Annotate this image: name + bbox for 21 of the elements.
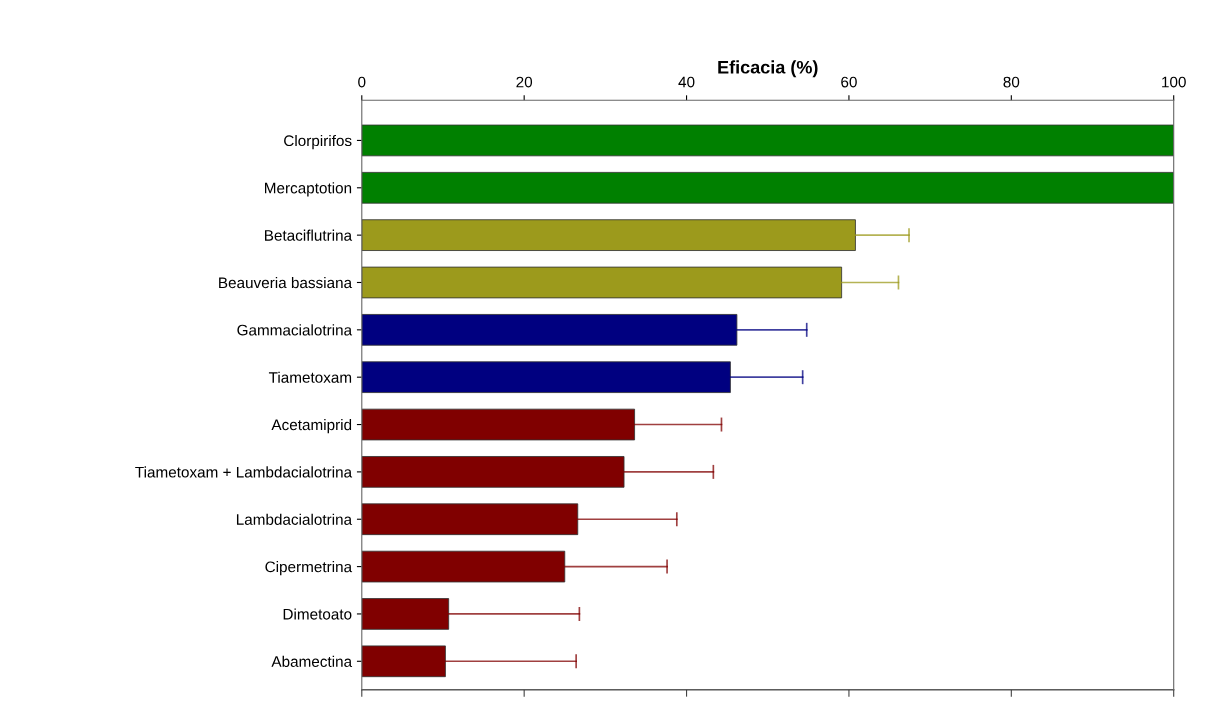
y-tick-label: Lambdacialotrina [236, 513, 353, 525]
y-tick-label: Beauveria bassiana [219, 276, 353, 289]
bar [361, 124, 1174, 157]
x-axis-title: Eficacia (%) [718, 60, 818, 78]
x-tick-label: 20 [516, 76, 533, 88]
y-tick-label: Betaciflutrina [265, 229, 353, 241]
x-tick-label: 80 [1003, 76, 1020, 88]
bar [361, 171, 1174, 204]
x-tick-label: 100 [1162, 76, 1186, 88]
y-tick-label: Cipermetrina [265, 561, 353, 576]
x-tick-label: 40 [678, 76, 695, 88]
y-tick-label: Acetamiprid [271, 419, 352, 434]
y-tick-label: Tiametoxam [268, 371, 352, 383]
x-tick-label: 0 [358, 76, 366, 88]
y-tick-label: Tiametoxam + Lambdacialotrina [135, 466, 353, 478]
y-tick-label: Mercaptotion [265, 182, 352, 197]
x-tick-label: 60 [841, 76, 857, 88]
y-tick-label: Clorpirifos [284, 134, 352, 150]
y-tick-label: Abamectina [271, 655, 353, 667]
y-tick-label: Dimetoato [283, 608, 352, 620]
y-tick-label: Gammacialotrina [237, 324, 353, 336]
